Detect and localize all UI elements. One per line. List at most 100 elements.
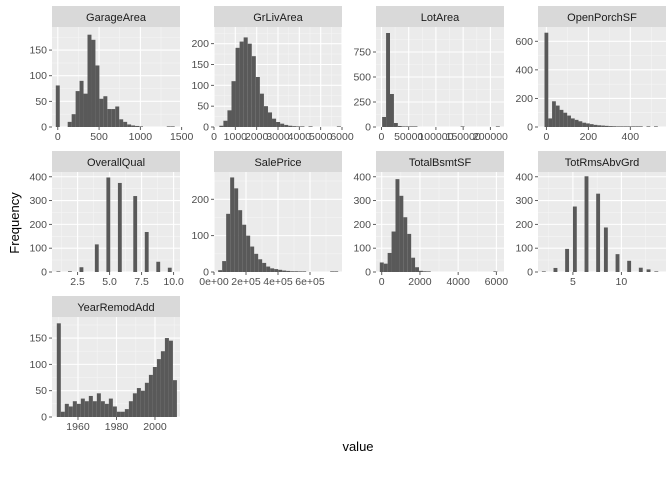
histogram-bar <box>123 121 128 127</box>
x-tick-label: 1960 <box>66 421 90 433</box>
y-tick-label: 100 <box>29 70 47 82</box>
histogram-bar <box>156 261 161 272</box>
x-tick-label: 500 <box>90 131 108 143</box>
histogram-bar <box>552 101 556 127</box>
histogram-bar <box>128 401 133 417</box>
histogram-bar <box>631 126 636 127</box>
y-tick-label: 100 <box>191 80 209 92</box>
x-tick-label: 2000 <box>143 421 167 433</box>
histogram-bar <box>646 126 651 127</box>
histogram-bar <box>263 106 268 127</box>
y-tick-label: 400 <box>29 171 47 183</box>
histogram-bar <box>296 126 301 127</box>
histogram-bar <box>67 121 72 127</box>
histogram-bar <box>246 235 251 272</box>
histogram-bar <box>259 93 264 127</box>
histogram-bar <box>407 233 412 272</box>
y-tick-label: 150 <box>191 59 209 71</box>
x-tick-label: 200 <box>580 131 598 143</box>
histogram-bar <box>272 118 277 127</box>
y-tick-label: 500 <box>353 72 371 84</box>
histogram-bar <box>92 401 97 417</box>
histogram-bar <box>635 126 639 127</box>
x-tick-label: 100000 <box>418 131 453 143</box>
x-tick-label: 3000 <box>266 131 290 143</box>
histogram-bar <box>124 409 129 417</box>
histogram-bar <box>104 403 109 417</box>
histogram-bar <box>589 124 594 127</box>
histogram-bars <box>541 176 659 272</box>
facet-strip <box>376 151 504 172</box>
facet-strip-label: LotArea <box>421 12 460 24</box>
histogram-bar <box>578 121 583 127</box>
histogram-bar <box>284 124 289 127</box>
histogram-bar <box>426 271 431 272</box>
histogram-bar <box>230 177 235 272</box>
y-tick-label: 150 <box>29 45 47 57</box>
histogram-bar <box>603 227 608 272</box>
histogram-bar <box>100 401 105 417</box>
histogram-bar <box>136 388 141 417</box>
histogram-bar <box>148 374 153 417</box>
histogram-bar <box>608 126 613 127</box>
histogram-bar <box>393 123 398 127</box>
y-tick-label: 0 <box>365 267 371 279</box>
histogram-bar <box>139 126 143 127</box>
histogram-bar <box>235 47 240 127</box>
histogram-bar <box>108 398 113 417</box>
histogram-bar <box>308 126 313 127</box>
histogram-bar <box>282 270 287 272</box>
histogram-bar <box>106 177 111 272</box>
facet-strip <box>376 6 504 27</box>
histogram-bar <box>555 105 560 127</box>
histogram-bar <box>227 110 232 127</box>
x-tick-label: 1000 <box>129 131 153 143</box>
histogram-bar <box>120 411 125 417</box>
y-tick-label: 100 <box>353 243 371 255</box>
histogram-bar <box>76 403 81 417</box>
histogram-bar <box>553 267 558 272</box>
x-tick-label: 0 <box>379 276 385 288</box>
y-tick-label: 600 <box>515 36 533 48</box>
facet-strip-label: OverallQual <box>87 157 145 169</box>
facet-strip-label: YearRemodAdd <box>77 302 154 314</box>
x-tick-label: 7.5 <box>134 276 149 288</box>
histogram-bar <box>646 269 651 272</box>
histogram-bar <box>541 271 546 272</box>
facet-strip <box>52 296 180 317</box>
facet-strip <box>52 6 180 27</box>
y-tick-label: 100 <box>29 243 47 255</box>
x-tick-label: 4e+05 <box>263 276 293 288</box>
histogram-bar <box>117 182 122 272</box>
histogram-bar <box>395 179 400 272</box>
histogram-bar <box>413 126 418 127</box>
y-tick-label: 300 <box>515 195 533 207</box>
histogram-bar <box>565 248 570 272</box>
histogram-bar <box>638 126 643 127</box>
histogram-bar <box>251 56 256 127</box>
x-tick-label: 2000 <box>408 276 432 288</box>
histogram-bar <box>411 257 416 272</box>
x-tick-label: 5000 <box>309 131 333 143</box>
facet-strip-label: SalePrice <box>254 157 301 169</box>
histogram-bar <box>107 109 112 127</box>
x-tick-label: 6000 <box>330 131 354 143</box>
x-tick-label: 50000 <box>394 131 423 143</box>
y-tick-label: 750 <box>353 47 371 59</box>
histogram-bar <box>68 271 72 272</box>
histogram-bar <box>383 263 388 272</box>
facet-strip <box>52 151 180 172</box>
histogram-bar <box>278 269 283 272</box>
histogram-bar <box>302 271 307 272</box>
histogram-bar <box>160 351 165 417</box>
x-tick-label: 1500 <box>170 131 194 143</box>
x-tick-label: 4000 <box>446 276 470 288</box>
x-tick-label: 2000 <box>245 131 269 143</box>
histogram-bar <box>570 118 575 127</box>
histogram-bar <box>243 37 248 127</box>
histogram-bar <box>638 267 643 272</box>
histogram-bar <box>60 411 65 417</box>
histogram-bar <box>258 259 263 272</box>
